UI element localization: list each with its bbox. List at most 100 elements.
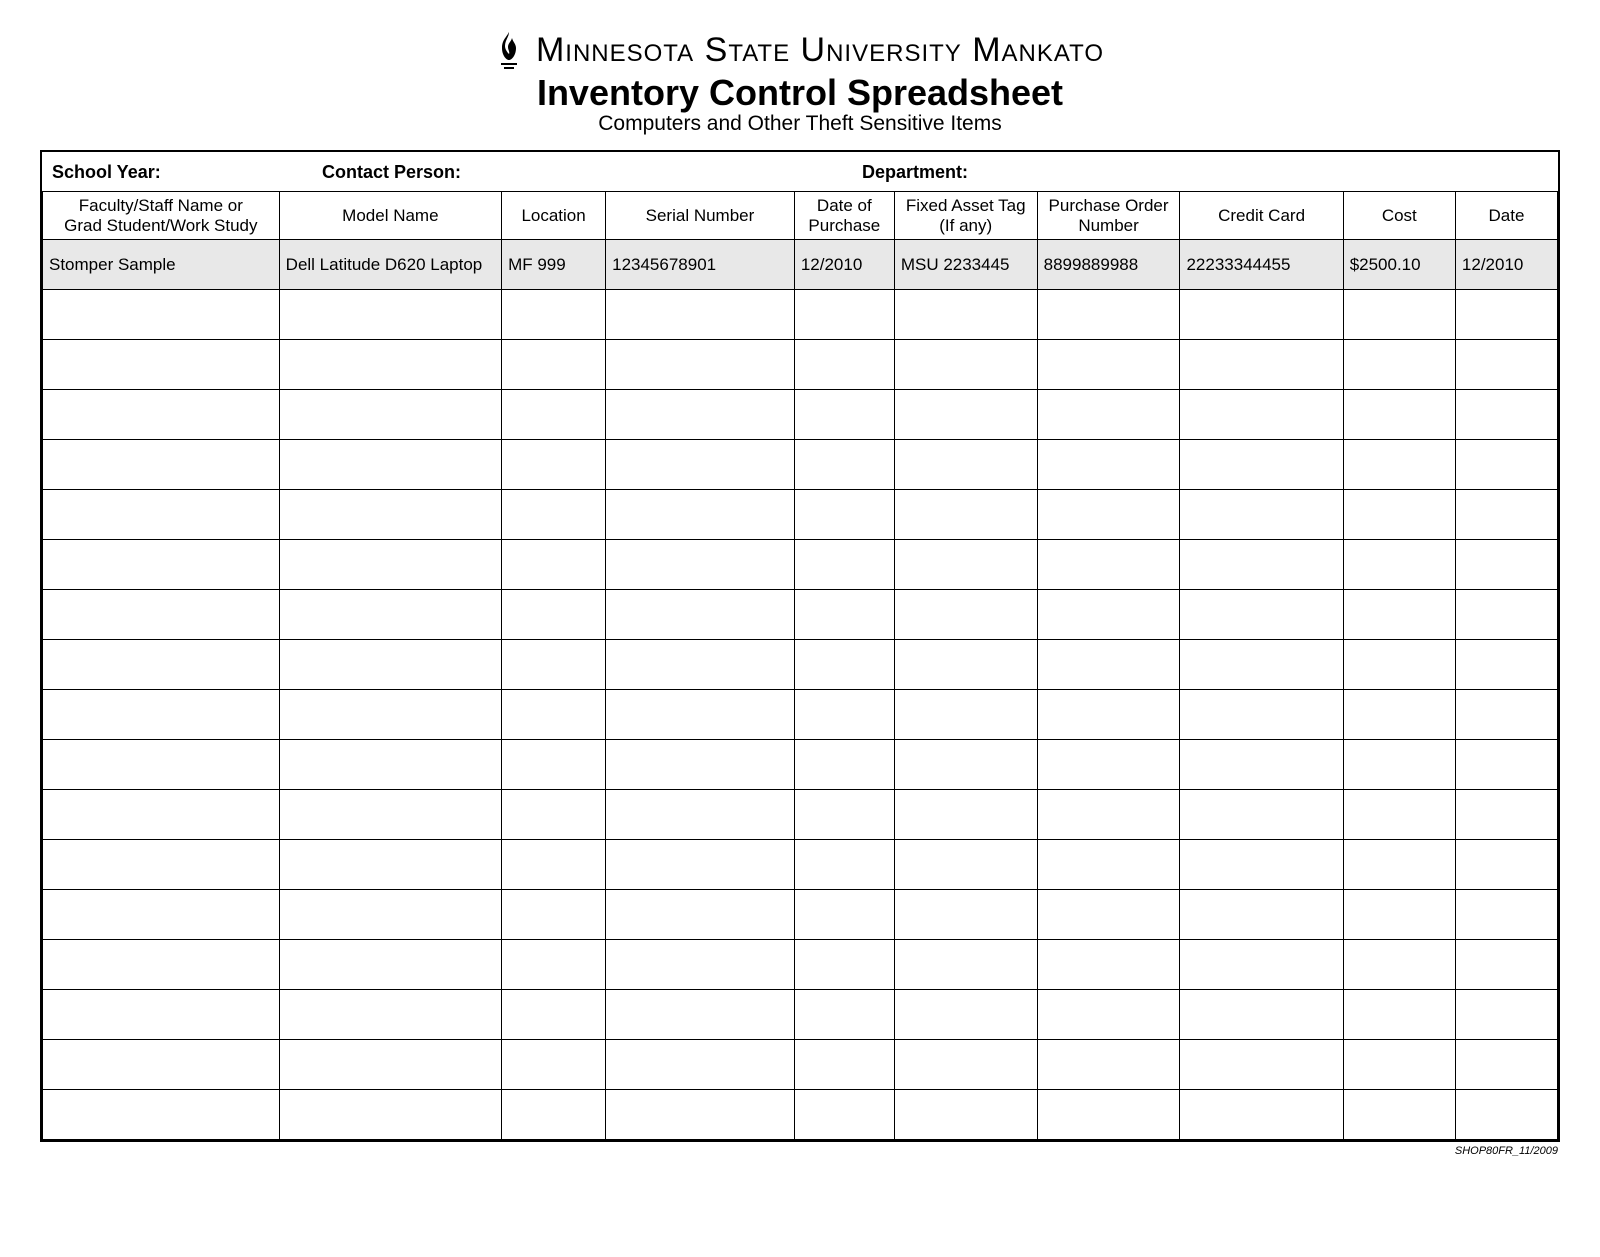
table-row [43, 990, 1558, 1040]
column-header: Serial Number [606, 192, 795, 240]
table-row [43, 940, 1558, 990]
table-cell: 8899889988 [1037, 240, 1180, 290]
table-cell [606, 790, 795, 840]
table-cell [794, 790, 894, 840]
table-cell [1343, 290, 1455, 340]
table-cell: 12345678901 [606, 240, 795, 290]
table-row [43, 840, 1558, 890]
table-cell [794, 940, 894, 990]
table-header-row: Faculty/Staff Name orGrad Student/Work S… [43, 192, 1558, 240]
table-cell [502, 790, 606, 840]
table-row [43, 640, 1558, 690]
table-cell [1455, 340, 1557, 390]
table-cell [794, 690, 894, 740]
table-cell [606, 540, 795, 590]
table-cell [1037, 390, 1180, 440]
table-cell [279, 990, 501, 1040]
table-cell [1180, 790, 1343, 840]
table-cell [894, 540, 1037, 590]
meta-row: School Year: Contact Person: Department: [42, 152, 1558, 191]
table-cell [279, 290, 501, 340]
table-cell [606, 990, 795, 1040]
table-cell [1455, 390, 1557, 440]
table-cell [502, 690, 606, 740]
table-cell [606, 840, 795, 890]
table-cell [1343, 440, 1455, 490]
table-cell [794, 640, 894, 690]
column-header: Location [502, 192, 606, 240]
table-cell [1343, 990, 1455, 1040]
table-cell [1343, 790, 1455, 840]
university-name: Minnesota State University Mankato [536, 31, 1104, 70]
table-cell [894, 590, 1037, 640]
table-cell [43, 690, 280, 740]
table-cell [279, 740, 501, 790]
table-cell [1180, 490, 1343, 540]
table-row [43, 390, 1558, 440]
table-cell [794, 490, 894, 540]
table-cell [606, 490, 795, 540]
table-cell [1455, 290, 1557, 340]
table-cell [43, 390, 280, 440]
table-cell [1455, 940, 1557, 990]
table-cell [1180, 440, 1343, 490]
table-cell [1343, 340, 1455, 390]
table-cell [894, 740, 1037, 790]
table-cell [1343, 590, 1455, 640]
table-cell [1455, 890, 1557, 940]
table-cell [43, 1040, 280, 1090]
table-cell [1455, 490, 1557, 540]
table-cell [606, 740, 795, 790]
table-cell [606, 390, 795, 440]
university-line: Minnesota State University Mankato [40, 30, 1560, 70]
table-row [43, 440, 1558, 490]
table-cell: $2500.10 [1343, 240, 1455, 290]
table-cell [279, 1090, 501, 1140]
table-cell [894, 290, 1037, 340]
table-cell [279, 540, 501, 590]
table-cell [43, 890, 280, 940]
table-cell [43, 790, 280, 840]
table-cell [1037, 640, 1180, 690]
table-cell [502, 590, 606, 640]
table-cell [1455, 1040, 1557, 1090]
table-cell [502, 540, 606, 590]
table-cell [606, 440, 795, 490]
table-cell [894, 390, 1037, 440]
column-header: Faculty/Staff Name orGrad Student/Work S… [43, 192, 280, 240]
table-cell [502, 1040, 606, 1090]
table-cell [606, 1040, 795, 1090]
table-cell [43, 540, 280, 590]
table-cell [502, 340, 606, 390]
table-cell [794, 590, 894, 640]
table-cell: 12/2010 [794, 240, 894, 290]
table-cell [894, 890, 1037, 940]
table-cell [43, 990, 280, 1040]
table-cell [279, 490, 501, 540]
table-cell: MF 999 [502, 240, 606, 290]
table-cell [794, 540, 894, 590]
table-cell [1037, 540, 1180, 590]
table-cell [1343, 640, 1455, 690]
table-cell [794, 340, 894, 390]
table-cell [502, 390, 606, 440]
table-cell [43, 740, 280, 790]
table-row [43, 890, 1558, 940]
form-code: SHOP80FR_11/2009 [40, 1145, 1560, 1157]
table-cell [894, 490, 1037, 540]
table-cell [502, 1090, 606, 1140]
table-cell [1455, 640, 1557, 690]
column-header: Cost [1343, 192, 1455, 240]
table-cell [1455, 1090, 1557, 1140]
table-cell [1455, 790, 1557, 840]
table-cell [1180, 690, 1343, 740]
table-cell [794, 1040, 894, 1090]
table-cell [1343, 840, 1455, 890]
table-cell [502, 490, 606, 540]
table-cell [1455, 440, 1557, 490]
table-row [43, 690, 1558, 740]
table-cell [1343, 1040, 1455, 1090]
table-cell [794, 390, 894, 440]
table-cell [894, 990, 1037, 1040]
column-header: Purchase OrderNumber [1037, 192, 1180, 240]
